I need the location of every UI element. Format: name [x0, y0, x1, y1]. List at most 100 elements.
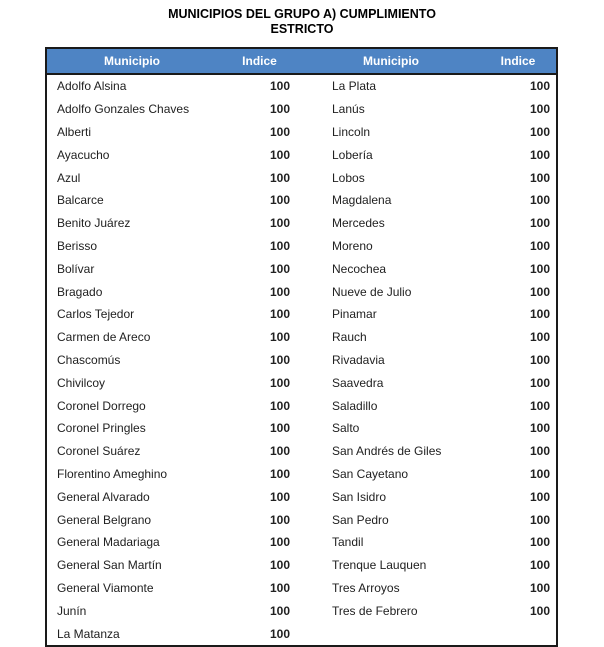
municipio-cell-left: Berisso	[57, 238, 98, 253]
indice-cell-right: 100	[529, 307, 550, 322]
indice-cell-left: 100	[269, 398, 290, 413]
indice-cell-right: 100	[529, 238, 550, 253]
indice-cell-left: 100	[269, 489, 290, 504]
table-row: Balcarce 100 Magdalena 100	[47, 189, 556, 212]
municipio-cell-right: Saladillo	[332, 398, 378, 413]
indice-cell-right: 100	[529, 603, 550, 618]
municipio-cell-left: Junín	[57, 603, 87, 618]
municipio-cell-right: Saavedra	[332, 375, 384, 390]
indice-cell-right: 100	[529, 147, 550, 162]
municipio-cell-left: General Viamonte	[57, 580, 154, 595]
indice-cell-right: 100	[529, 398, 550, 413]
table-row: General Madariaga 100 Tandil 100	[47, 531, 556, 554]
indice-cell-left: 100	[269, 580, 290, 595]
municipio-cell-left: Azul	[57, 170, 81, 185]
indice-cell-left: 100	[269, 535, 290, 550]
table-row: General Alvarado 100 San Isidro 100	[47, 485, 556, 508]
indice-cell-left: 100	[269, 603, 290, 618]
table-row: General Viamonte 100 Tres Arroyos 100	[47, 577, 556, 600]
indice-cell-right: 100	[529, 216, 550, 231]
table-row: Junín 100 Tres de Febrero 100	[47, 599, 556, 622]
municipio-cell-right: Lincoln	[332, 124, 371, 139]
document-title-line-1: MUNICIPIOS DEL GRUPO A) CUMPLIMIENTO	[168, 7, 436, 21]
municipio-cell-left: Balcarce	[57, 193, 104, 208]
indice-cell-right: 100	[529, 79, 550, 94]
table-row: Bolívar 100 Necochea 100	[47, 257, 556, 280]
indice-cell-right: 100	[529, 375, 550, 390]
indice-cell-left: 100	[269, 284, 290, 299]
municipio-cell-left: Ayacucho	[57, 147, 110, 162]
municipio-cell-left: Coronel Pringles	[57, 421, 146, 436]
indice-cell-left: 100	[269, 421, 290, 436]
table-row: Azul 100 Lobos 100	[47, 166, 556, 189]
table-row: Alberti 100 Lincoln 100	[47, 121, 556, 144]
header-municipio-right: Municipio	[363, 54, 419, 68]
table-body: Adolfo Alsina 100 La Plata 100 Adolfo Go…	[47, 75, 556, 645]
table-row: Chivilcoy 100 Saavedra 100	[47, 371, 556, 394]
table-row: Berisso 100 Moreno 100	[47, 235, 556, 258]
municipio-cell-left: Bolívar	[57, 261, 95, 276]
indice-cell-left: 100	[269, 102, 290, 117]
indice-cell-left: 100	[269, 147, 290, 162]
municipio-cell-left: Chivilcoy	[57, 375, 106, 390]
indice-cell-left: 100	[269, 216, 290, 231]
table-row: Benito Juárez 100 Mercedes 100	[47, 212, 556, 235]
table-row: Carlos Tejedor 100 Pinamar 100	[47, 303, 556, 326]
table-row: Carmen de Areco 100 Rauch 100	[47, 326, 556, 349]
municipio-cell-right: Tandil	[332, 535, 364, 550]
municipio-cell-left: Florentino Ameghino	[57, 466, 168, 481]
table-row: Adolfo Alsina 100 La Plata 100	[47, 75, 556, 98]
municipio-cell-right: Lobos	[332, 170, 365, 185]
indice-cell-left: 100	[269, 558, 290, 573]
indice-cell-left: 100	[269, 307, 290, 322]
indice-cell-right: 100	[529, 558, 550, 573]
header-indice-right: Indice	[500, 54, 536, 68]
table-row: Chascomús 100 Rivadavia 100	[47, 349, 556, 372]
indice-cell-left: 100	[269, 330, 290, 345]
table-header-row: Municipio Indice Municipio Indice	[47, 49, 556, 75]
municipio-cell-left: Bragado	[57, 284, 103, 299]
municipio-cell-left: Coronel Suárez	[57, 444, 141, 459]
indice-cell-right: 100	[529, 102, 550, 117]
indice-cell-left: 100	[269, 512, 290, 527]
indice-cell-right: 100	[529, 421, 550, 436]
indice-cell-right: 100	[529, 489, 550, 504]
municipio-cell-right: Rivadavia	[332, 352, 385, 367]
municipio-cell-right: San Cayetano	[332, 466, 409, 481]
municipio-cell-left: Benito Juárez	[57, 216, 131, 231]
indice-cell-left: 100	[269, 124, 290, 139]
document-title: MUNICIPIOS DEL GRUPO A) CUMPLIMIENTO EST…	[0, 7, 604, 37]
table-row: Bragado 100 Nueve de Julio 100	[47, 280, 556, 303]
indice-cell-right: 100	[529, 466, 550, 481]
table-row: Florentino Ameghino 100 San Cayetano 100	[47, 463, 556, 486]
indice-cell-right: 100	[529, 580, 550, 595]
municipio-cell-left: General Alvarado	[57, 489, 150, 504]
municipio-cell-left: Alberti	[57, 124, 92, 139]
municipio-cell-right: Magdalena	[332, 193, 392, 208]
municipio-cell-left: Adolfo Gonzales Chaves	[57, 102, 190, 117]
indice-cell-right: 100	[529, 535, 550, 550]
indice-cell-right: 100	[529, 444, 550, 459]
municipio-cell-right: Mercedes	[332, 216, 385, 231]
header-indice-left: Indice	[242, 54, 277, 68]
municipio-cell-right: Moreno	[332, 238, 373, 253]
municipio-cell-right: Lanús	[332, 102, 365, 117]
municipio-cell-right: San Pedro	[332, 512, 389, 527]
indice-cell-left: 100	[269, 79, 290, 94]
indice-cell-right: 100	[529, 512, 550, 527]
municipio-cell-right: Nueve de Julio	[332, 284, 412, 299]
indice-cell-right: 100	[529, 170, 550, 185]
table-row: Coronel Suárez 100 San Andrés de Giles 1…	[47, 440, 556, 463]
municipio-cell-right: San Isidro	[332, 489, 387, 504]
municipio-cell-left: General San Martín	[57, 558, 162, 573]
document-title-line-2: ESTRICTO	[270, 22, 334, 36]
indice-cell-right: 100	[529, 284, 550, 299]
indice-cell-left: 100	[269, 352, 290, 367]
municipio-cell-right: Necochea	[332, 261, 387, 276]
municipio-cell-left: Coronel Dorrego	[57, 398, 146, 413]
indice-cell-left: 100	[269, 466, 290, 481]
municipio-cell-right: Trenque Lauquen	[332, 558, 427, 573]
indice-cell-left: 100	[269, 193, 290, 208]
header-municipio-left: Municipio	[104, 54, 160, 68]
municipio-cell-left: Chascomús	[57, 352, 121, 367]
